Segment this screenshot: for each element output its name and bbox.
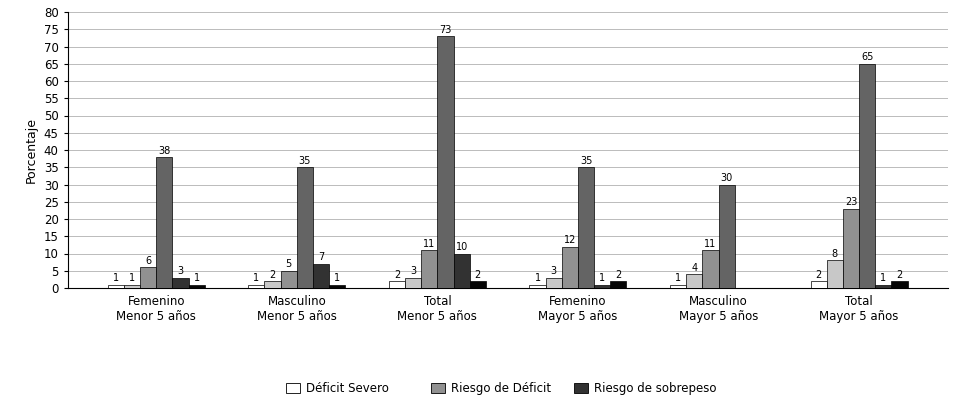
Bar [562, 246, 578, 288]
Bar [454, 254, 470, 288]
Bar [670, 284, 687, 288]
Text: 1: 1 [129, 273, 135, 283]
Text: 7: 7 [318, 252, 324, 262]
Bar [594, 284, 610, 288]
Bar [297, 167, 313, 288]
Text: 11: 11 [704, 239, 717, 249]
Bar [313, 264, 329, 288]
Text: 35: 35 [580, 156, 592, 166]
Text: 2: 2 [270, 270, 276, 280]
Bar [810, 281, 827, 288]
Bar [843, 209, 859, 288]
Bar [172, 278, 189, 288]
Bar [892, 281, 908, 288]
Text: 2: 2 [815, 270, 822, 280]
Text: 1: 1 [193, 273, 199, 283]
Bar [470, 281, 485, 288]
Bar [827, 260, 843, 288]
Text: 65: 65 [861, 52, 873, 62]
Bar [189, 284, 205, 288]
Text: 2: 2 [394, 270, 400, 280]
Bar [107, 284, 124, 288]
Text: 1: 1 [535, 273, 541, 283]
Text: 73: 73 [439, 25, 452, 35]
Text: 38: 38 [159, 146, 170, 156]
Text: 5: 5 [285, 259, 292, 269]
Bar [718, 184, 735, 288]
Bar [610, 281, 627, 288]
Bar [545, 278, 562, 288]
Text: 23: 23 [845, 197, 858, 207]
Bar [530, 284, 545, 288]
Text: 2: 2 [896, 270, 903, 280]
Bar [389, 281, 405, 288]
Bar [264, 281, 280, 288]
Text: 1: 1 [600, 273, 605, 283]
Text: 6: 6 [145, 256, 151, 266]
Text: 12: 12 [564, 235, 576, 245]
Bar [280, 271, 297, 288]
Bar [157, 157, 172, 288]
Text: 2: 2 [475, 270, 481, 280]
Text: 1: 1 [880, 273, 887, 283]
Text: 4: 4 [691, 263, 697, 273]
Bar [702, 250, 718, 288]
Text: 3: 3 [177, 266, 184, 276]
Bar [124, 284, 140, 288]
Text: 3: 3 [550, 266, 557, 276]
Text: 2: 2 [615, 270, 622, 280]
Text: 1: 1 [253, 273, 259, 283]
Text: 10: 10 [455, 242, 468, 252]
Y-axis label: Porcentaje: Porcentaje [25, 117, 39, 183]
Text: 1: 1 [113, 273, 119, 283]
Bar [140, 267, 157, 288]
Bar [875, 284, 892, 288]
Bar [687, 274, 702, 288]
Bar [437, 36, 454, 288]
Text: 1: 1 [675, 273, 681, 283]
Text: 11: 11 [424, 239, 435, 249]
Text: 30: 30 [720, 173, 733, 183]
Bar [859, 64, 875, 288]
Bar [405, 278, 422, 288]
Bar [249, 284, 264, 288]
Text: 1: 1 [335, 273, 340, 283]
Bar [329, 284, 345, 288]
Bar [422, 250, 437, 288]
Legend: Déficit Severo, Déficit Moderado, Riesgo de Déficit, Adecuado, Riesgo de sobrepe: Déficit Severo, Déficit Moderado, Riesgo… [286, 382, 729, 400]
Text: 3: 3 [410, 266, 416, 276]
Text: 8: 8 [832, 249, 838, 259]
Bar [578, 167, 594, 288]
Text: 35: 35 [299, 156, 311, 166]
